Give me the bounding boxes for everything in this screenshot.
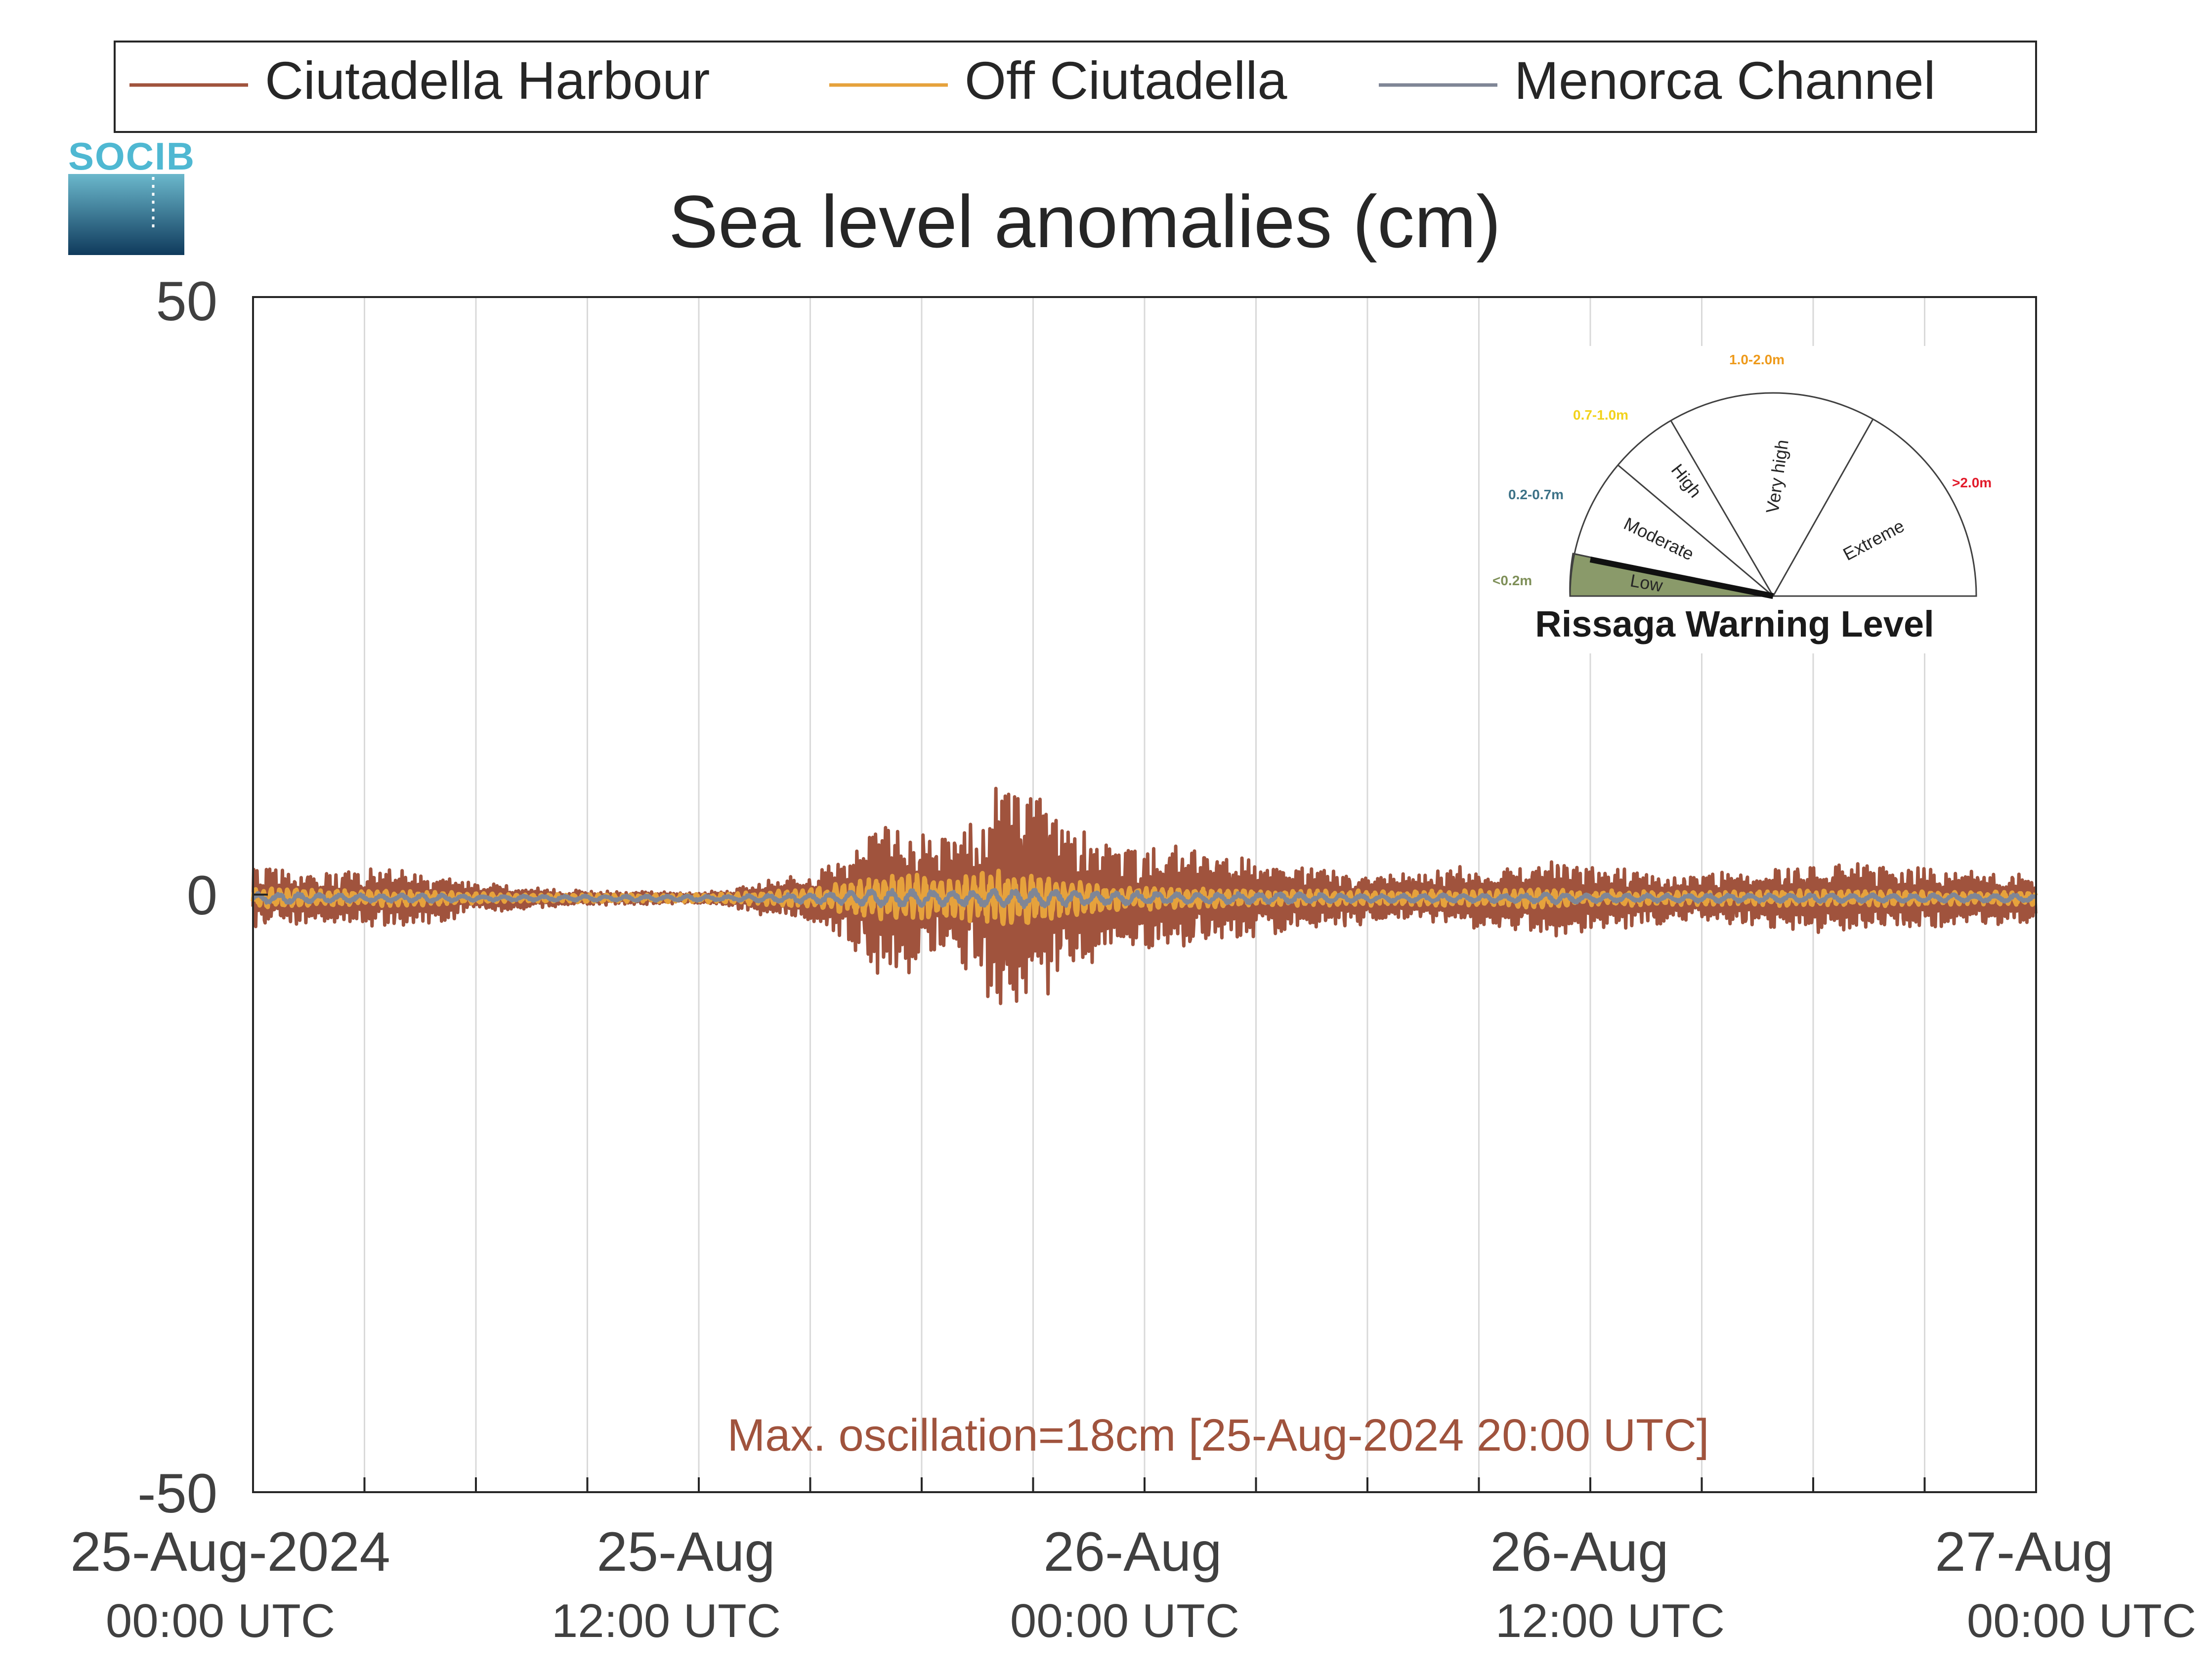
x-tick-date: 25-Aug-2024: [70, 1521, 390, 1583]
x-tick-time: 12:00 UTC: [552, 1594, 781, 1647]
x-tick-date: 26-Aug: [1043, 1521, 1222, 1583]
gauge-range-very-high: 1.0-2.0m: [1729, 352, 1785, 367]
socib-logo: SOCIB: [68, 134, 195, 255]
logo-text: SOCIB: [68, 134, 195, 178]
series-layer: [251, 786, 2038, 1005]
x-tick-time: 00:00 UTC: [1010, 1594, 1239, 1647]
y-tick-label-middle: 0: [187, 864, 217, 926]
gauge-outline: [1569, 392, 1977, 597]
gauge-needle: [1589, 557, 1774, 599]
series-line-menorca-channel: [251, 888, 2038, 909]
x-tick-time: 00:00 UTC: [1967, 1594, 2196, 1647]
gauge-background: [1488, 346, 2021, 653]
gauge-title: Rissaga Warning Level: [1535, 603, 1934, 645]
legend-box: [114, 41, 2037, 133]
gauge-range-moderate: 0.2-0.7m: [1508, 487, 1564, 502]
x-tick-date: 25-Aug: [596, 1521, 775, 1583]
legend-label-menorca-channel: Menorca Channel: [1514, 50, 1936, 110]
tick-marks: [253, 296, 1926, 1493]
rissaga-gauge: Low Moderate High Very high Extreme <0.2…: [1488, 346, 2021, 653]
y-tick-label-top: 50: [156, 270, 217, 332]
gauge-range-high: 0.7-1.0m: [1573, 407, 1628, 423]
x-tick-time: 12:00 UTC: [1495, 1594, 1725, 1647]
x-tick-date: 26-Aug: [1490, 1521, 1668, 1583]
gauge-divider: [1772, 419, 1874, 597]
legend: Ciutadella Harbour Off Ciutadella Menorc…: [114, 41, 2037, 133]
max-oscillation-annotation: Max. oscillation=18cm [25-Aug-2024 20:00…: [727, 1410, 1709, 1461]
gauge-range-low: <0.2m: [1492, 573, 1532, 588]
chart-title: Sea level anomalies (cm): [669, 180, 1501, 263]
logo-block: [68, 174, 184, 255]
x-tick-time: 00:00 UTC: [106, 1594, 335, 1647]
legend-label-ciutadella-harbour: Ciutadella Harbour: [265, 50, 710, 110]
x-tick-labels: 25-Aug-2024 00:00 UTC 25-Aug 12:00 UTC 2…: [70, 1521, 2196, 1647]
gauge-divider: [1617, 464, 1774, 597]
legend-label-off-ciutadella: Off Ciutadella: [965, 50, 1287, 110]
x-tick-date: 27-Aug: [1935, 1521, 2113, 1583]
y-tick-label-bottom: -50: [137, 1463, 217, 1524]
gauge-range-extreme: >2.0m: [1952, 475, 1992, 490]
gauge-divider: [1670, 420, 1774, 597]
